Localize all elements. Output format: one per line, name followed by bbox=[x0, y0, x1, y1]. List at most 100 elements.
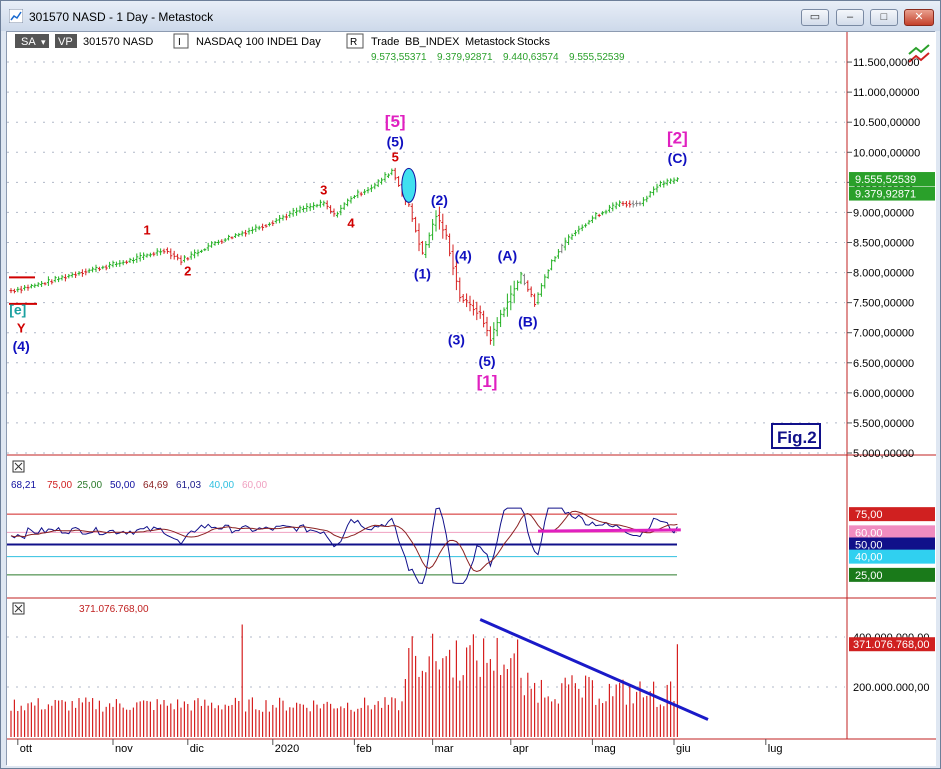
volume-trendline bbox=[479, 618, 709, 721]
osc-level-marker bbox=[849, 567, 935, 582]
title-bar[interactable]: 301570 NASD - 1 Day - Metastock ▭ ‒ □ ✕ bbox=[1, 1, 940, 31]
chart-background bbox=[7, 32, 936, 766]
wave-label: (5) bbox=[478, 353, 495, 369]
sa-dropdown-icon[interactable]: ▾ bbox=[41, 37, 46, 47]
date-tick-label: apr bbox=[513, 743, 529, 755]
oscillator-signal-line bbox=[10, 510, 678, 573]
ohlc-close: 9.555,52539 bbox=[569, 52, 625, 63]
vp-button[interactable] bbox=[55, 34, 77, 48]
osc-level-label: 25,00 bbox=[855, 570, 883, 582]
i-label: I bbox=[178, 37, 181, 48]
trade-label: Trade bbox=[371, 36, 399, 48]
metastock-chart-icon bbox=[9, 9, 23, 23]
osc-level-label: 75,00 bbox=[855, 509, 883, 521]
date-tick-label: nov bbox=[115, 743, 133, 755]
last-volume-marker bbox=[849, 637, 935, 652]
security-label: 301570 NASD bbox=[83, 36, 153, 48]
wave-label: (4) bbox=[13, 338, 30, 354]
osc-level-marker bbox=[849, 537, 935, 552]
date-axis: ott nov dic 2020 feb mar apr mag giu lug bbox=[17, 739, 783, 755]
osc-level-marker bbox=[849, 507, 935, 522]
ohlc-high: 9.379,92871 bbox=[437, 52, 493, 63]
wave-label: 1 bbox=[143, 223, 150, 238]
last-price-label: 9.379,92871 bbox=[855, 189, 916, 201]
wave-label: (C) bbox=[668, 150, 687, 166]
r-button[interactable] bbox=[346, 33, 364, 49]
wave-label: [5] bbox=[385, 112, 406, 131]
osc-magenta-trendline bbox=[537, 528, 681, 533]
price-axis: 5.000,00000 5.500,00000 6.000,00000 6.500,0… bbox=[847, 57, 935, 460]
source-label: Metastock bbox=[465, 36, 516, 48]
chart-canvas[interactable]: SA ▾ VP 301570 NASD I NASDAQ 100 INDE 1 … bbox=[7, 32, 936, 766]
osc-level-label: 60,00 bbox=[855, 527, 883, 539]
volume-tick-label: 200.000.000,00 bbox=[853, 682, 929, 694]
ohlc-open: 9.573,55371 bbox=[371, 52, 427, 63]
fig-label: Fig.2 bbox=[777, 428, 817, 447]
last-price-marker bbox=[849, 172, 935, 187]
wave-label: 5 bbox=[392, 149, 399, 164]
oscillator-legend: 68,21 75,00 25,00 50,00 64,69 61,03 40,0… bbox=[11, 480, 267, 491]
wave-label: [1] bbox=[477, 372, 498, 391]
top-highlight-ellipse bbox=[401, 167, 417, 203]
osc-legend-value: 25,00 bbox=[77, 480, 102, 491]
i-button[interactable] bbox=[173, 33, 189, 49]
wave-label: Y bbox=[17, 321, 26, 336]
wave-label: (A) bbox=[498, 248, 517, 264]
chart-toolbar: SA ▾ VP 301570 NASD I NASDAQ 100 INDE 1 … bbox=[15, 33, 625, 63]
wave-label: (5) bbox=[387, 133, 404, 149]
osc-legend-value: 40,00 bbox=[209, 480, 234, 491]
price-tick-label: 6.500,00000 bbox=[853, 358, 914, 370]
wave-label: (2) bbox=[431, 192, 448, 208]
osc-legend-value: 64,69 bbox=[143, 480, 168, 491]
maximize-button[interactable]: □ bbox=[870, 9, 898, 26]
price-bars bbox=[9, 167, 679, 346]
sa-button[interactable] bbox=[15, 34, 49, 48]
price-tick-label: 6.000,00000 bbox=[853, 388, 914, 400]
osc-level-label: 40,00 bbox=[855, 552, 883, 564]
osc-legend-value: 50,00 bbox=[110, 480, 135, 491]
wave-label: (B) bbox=[518, 314, 537, 330]
indicator-name: NASDAQ 100 INDE bbox=[196, 36, 293, 48]
wave-label: (4) bbox=[455, 248, 472, 264]
last-price-marker bbox=[849, 186, 935, 201]
wave-label: (3) bbox=[448, 332, 465, 348]
wave-label: (1) bbox=[414, 266, 431, 282]
minimize-button[interactable]: ‒ bbox=[836, 9, 864, 26]
ohlc-low: 9.440,63574 bbox=[503, 52, 559, 63]
price-tick-label: 8.500,00000 bbox=[853, 237, 914, 249]
vp-label: VP bbox=[58, 36, 73, 48]
fig-label-box bbox=[771, 423, 821, 449]
last-price-label: 9.555,52539 bbox=[855, 174, 916, 186]
date-tick-label: 2020 bbox=[275, 743, 299, 755]
date-tick-label: lug bbox=[768, 743, 783, 755]
r-label: R bbox=[350, 37, 357, 48]
chart-area[interactable]: SA ▾ VP 301570 NASD I NASDAQ 100 INDE 1 … bbox=[6, 31, 936, 766]
date-tick-label: giu bbox=[676, 743, 691, 755]
price-tick-label: 5.500,00000 bbox=[853, 418, 914, 430]
osc-legend-value: 68,21 bbox=[11, 480, 36, 491]
document-restore-button[interactable]: ▭ bbox=[801, 9, 829, 26]
price-annotations bbox=[9, 167, 417, 305]
wave-label: 3 bbox=[320, 182, 327, 197]
close-button[interactable]: ✕ bbox=[904, 9, 934, 26]
price-tick-label: 10.500,00000 bbox=[853, 117, 920, 129]
price-tick-label: 11.000,00000 bbox=[853, 87, 919, 99]
period-label: 1 Day bbox=[292, 36, 321, 48]
price-tick-label: 8.000,00000 bbox=[853, 268, 914, 280]
date-tick-label: mar bbox=[435, 743, 454, 755]
price-tick-label: 11.500,00000 bbox=[853, 57, 919, 69]
bb-index-label: BB_INDEX bbox=[405, 36, 460, 48]
price-tick-label: 9.000,00000 bbox=[853, 207, 914, 219]
volume-legend: 371.076.768,00 bbox=[79, 604, 149, 615]
osc-legend-value: 61,03 bbox=[176, 480, 201, 491]
price-tick-label: 5.000,00000 bbox=[853, 448, 914, 460]
oscillator-close-icon[interactable] bbox=[12, 460, 25, 473]
volume-close-icon[interactable] bbox=[12, 602, 25, 615]
sa-label: SA bbox=[21, 36, 36, 48]
date-tick-label: mag bbox=[594, 743, 615, 755]
osc-level-marker bbox=[849, 525, 935, 540]
last-volume-label: 371.076.768,00 bbox=[853, 639, 929, 651]
volume-panel: 200.000.000,00400.000.000,00371.076.768,… bbox=[7, 618, 935, 737]
trade-arrows-icon[interactable] bbox=[908, 44, 930, 63]
